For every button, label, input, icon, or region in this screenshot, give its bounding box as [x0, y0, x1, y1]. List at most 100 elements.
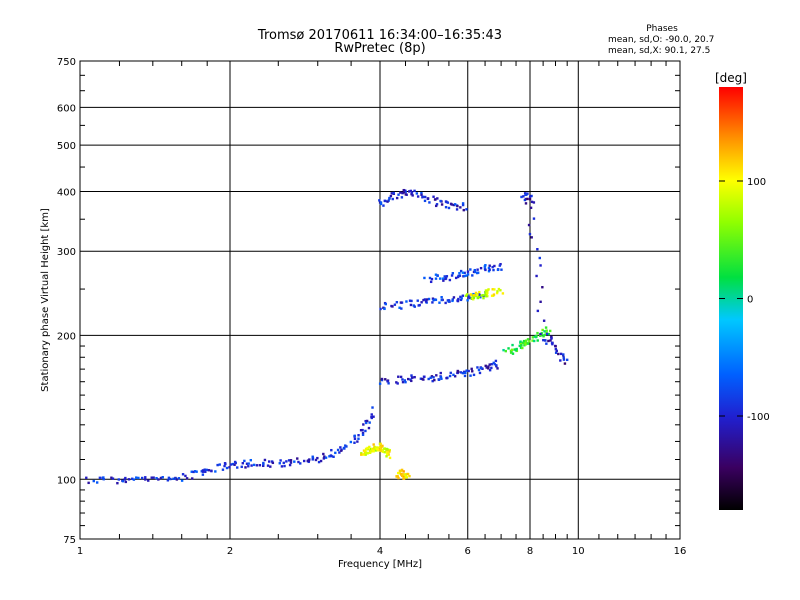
data-point — [285, 460, 288, 463]
data-point — [448, 374, 452, 378]
data-point — [328, 455, 331, 458]
data-point — [364, 447, 368, 451]
data-point — [493, 264, 496, 268]
data-point — [362, 449, 366, 452]
data-point — [453, 375, 457, 378]
data-point — [469, 374, 472, 377]
data-point — [536, 339, 539, 342]
data-point — [396, 471, 400, 475]
data-point — [270, 460, 274, 463]
data-point — [461, 294, 465, 297]
data-point — [247, 462, 250, 465]
data-point — [554, 345, 557, 348]
data-point — [562, 356, 565, 359]
data-point — [466, 299, 469, 302]
data-point — [409, 303, 413, 307]
data-point — [542, 335, 545, 338]
data-point — [510, 348, 514, 352]
data-point — [408, 190, 411, 193]
data-point — [393, 303, 397, 306]
data-point — [521, 346, 524, 350]
data-point — [283, 464, 286, 468]
data-point — [353, 434, 356, 438]
data-point — [518, 344, 521, 348]
data-point — [405, 300, 408, 303]
data-point — [467, 369, 470, 373]
data-point — [364, 449, 367, 453]
data-point — [150, 476, 153, 479]
data-point — [124, 480, 128, 484]
data-point — [385, 455, 388, 458]
data-point — [487, 365, 490, 368]
data-point — [243, 459, 246, 463]
data-point — [201, 473, 205, 476]
data-point — [453, 203, 457, 206]
data-point — [406, 472, 409, 476]
data-point — [563, 362, 567, 365]
data-point — [471, 370, 474, 373]
data-point — [446, 201, 450, 204]
data-point — [278, 462, 281, 465]
data-point — [452, 203, 456, 207]
data-point — [488, 368, 492, 372]
data-point — [353, 441, 356, 444]
data-point — [204, 470, 207, 473]
data-point — [492, 361, 495, 365]
data-point — [372, 415, 375, 418]
data-point — [542, 338, 545, 342]
data-point — [289, 459, 293, 462]
colorbar-label: [deg] — [715, 71, 747, 85]
data-point — [485, 289, 488, 293]
data-point — [410, 376, 414, 379]
data-point — [420, 301, 423, 304]
data-point — [456, 299, 459, 302]
data-point — [399, 191, 402, 194]
data-point — [529, 206, 533, 210]
data-point — [429, 376, 432, 379]
data-point — [461, 203, 465, 207]
data-point — [428, 276, 432, 280]
data-point — [458, 274, 462, 277]
data-point — [433, 378, 436, 382]
data-point — [378, 445, 382, 449]
data-point — [504, 349, 507, 353]
data-point — [474, 291, 478, 295]
data-point — [474, 270, 477, 274]
data-point — [496, 290, 499, 293]
data-point — [538, 256, 541, 260]
data-point — [536, 331, 539, 335]
data-point — [223, 464, 226, 468]
data-point — [447, 206, 451, 210]
data-point — [523, 341, 527, 345]
data-point — [155, 477, 158, 480]
data-point — [144, 476, 147, 479]
data-point — [338, 451, 341, 454]
data-point — [378, 382, 382, 385]
data-point — [361, 431, 365, 435]
data-point — [180, 479, 184, 482]
data-point — [491, 265, 494, 269]
data-point — [380, 377, 384, 381]
data-point — [486, 291, 489, 295]
data-point — [302, 459, 306, 463]
data-point — [523, 192, 527, 195]
data-point — [401, 378, 404, 381]
data-point — [402, 188, 405, 192]
data-point — [549, 339, 552, 342]
data-point — [353, 437, 357, 441]
data-point — [392, 191, 395, 195]
data-point — [440, 295, 443, 299]
data-point — [362, 453, 365, 456]
data-point — [288, 463, 292, 467]
data-point — [424, 195, 427, 199]
data-point — [307, 459, 311, 462]
data-point — [447, 300, 451, 303]
data-point — [542, 319, 546, 322]
data-point — [466, 270, 470, 273]
data-point — [382, 204, 385, 207]
data-point — [484, 263, 487, 267]
data-point — [207, 469, 211, 472]
data-point — [445, 275, 449, 278]
data-point — [471, 274, 474, 277]
data-point — [95, 481, 99, 484]
